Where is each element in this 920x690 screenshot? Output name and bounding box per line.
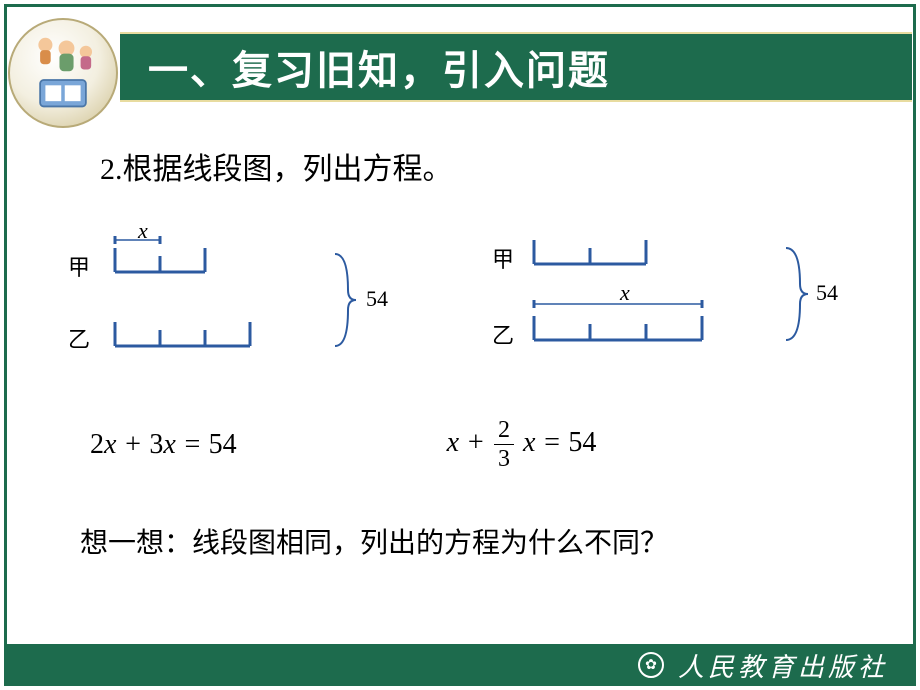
publisher-logo-icon: ✿ <box>638 652 664 678</box>
equation-right: x + 23 x = 54 <box>447 418 597 471</box>
think-prompt: 想一想：线段图相同，列出的方程为什么不同？ <box>80 521 880 561</box>
publisher-name: 人民教育出版社 <box>678 647 888 684</box>
jia-label-right: 甲 <box>492 242 514 274</box>
frac-den: 3 <box>498 445 510 471</box>
total-label-right: 54 <box>816 280 838 306</box>
diagram-row: x 甲 乙 <box>60 218 880 378</box>
yi-label-right: 乙 <box>492 318 514 350</box>
footer-bar: ✿ 人民教育出版社 <box>4 644 916 686</box>
jia-label-left: 甲 <box>68 250 90 282</box>
bars-right <box>490 218 860 378</box>
diagram-left: x 甲 乙 <box>60 218 430 378</box>
x-label-left: x <box>138 218 148 244</box>
total-label-left: 54 <box>366 286 388 312</box>
question-line: 2.根据线段图，列出方程。 <box>100 144 880 188</box>
frac-num: 2 <box>494 418 514 445</box>
content-area: 2.根据线段图，列出方程。 x 甲 乙 <box>40 140 880 561</box>
x-label-right: x <box>620 280 630 306</box>
equations-row: 2x + 3x = 54 x + 23 x = 54 <box>90 418 880 471</box>
diagram-right: 甲 x 乙 <box>490 218 860 378</box>
slide-title: 一、复习旧知，引入问题 <box>148 38 610 96</box>
question-number: 2. <box>100 153 123 186</box>
yi-label-left: 乙 <box>68 322 90 354</box>
question-text: 根据线段图，列出方程。 <box>123 153 453 186</box>
corner-illustration <box>8 18 118 128</box>
header-bar: 一、复习旧知，引入问题 <box>120 32 912 102</box>
equation-left: 2x + 3x = 54 <box>90 429 237 461</box>
cartoon-children-icon <box>19 29 107 117</box>
